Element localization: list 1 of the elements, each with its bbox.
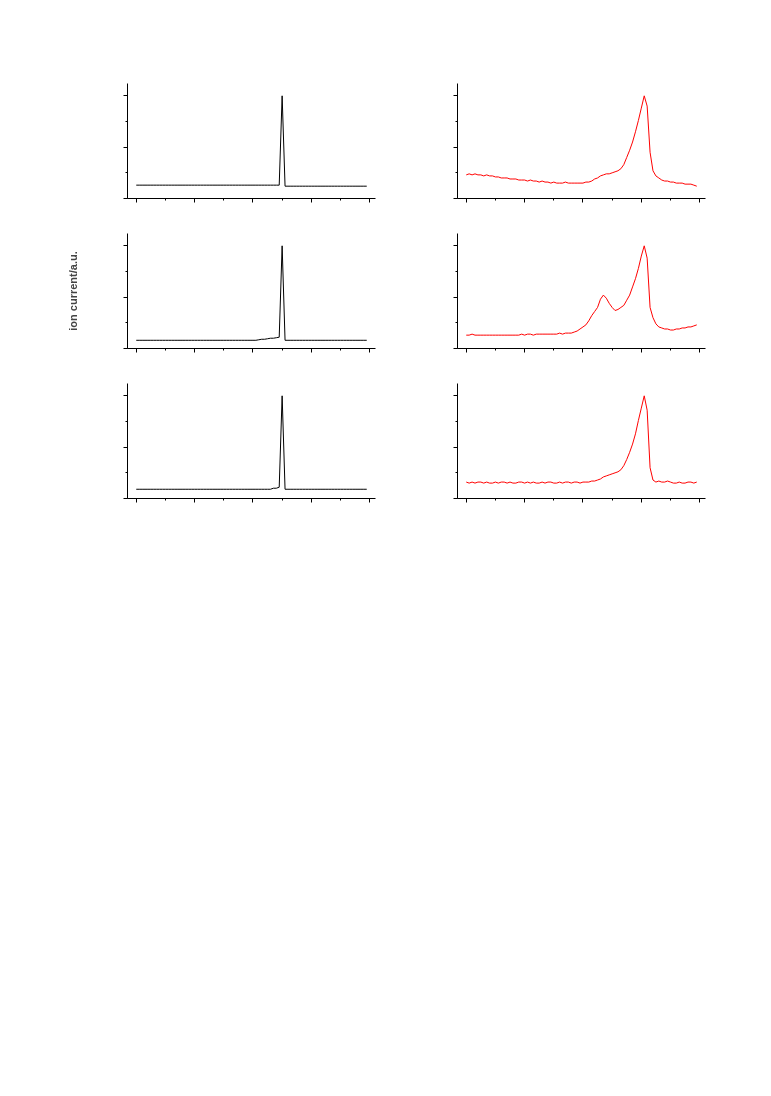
y-axis-title: ion current/a.u. [66, 251, 79, 331]
